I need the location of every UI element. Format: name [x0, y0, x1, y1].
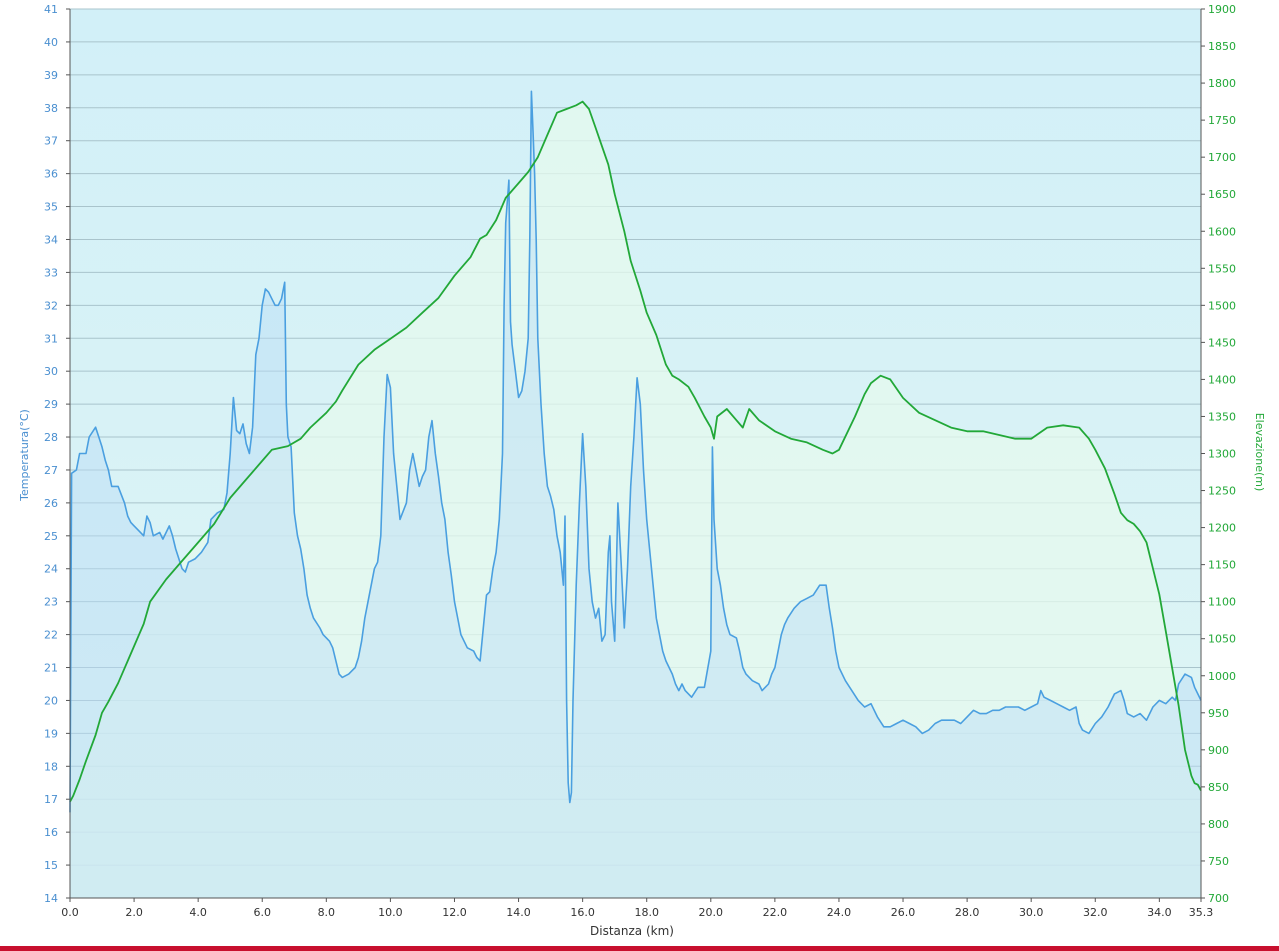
temperature-line [69, 90, 1202, 813]
left-tick-label: 31 [44, 332, 58, 345]
right-tick-label: 1550 [1208, 262, 1236, 275]
right-tick-label: 700 [1208, 892, 1229, 905]
left-tick-label: 16 [44, 826, 58, 839]
right-tick-label: 1500 [1208, 299, 1236, 312]
right-tick-label: 1750 [1208, 114, 1236, 127]
right-tick-label: 1450 [1208, 336, 1236, 349]
x-tick-label: 32.0 [1083, 906, 1108, 919]
right-tick-label: 1400 [1208, 373, 1236, 386]
elevation-series [69, 100, 1202, 803]
left-tick-label: 17 [44, 793, 58, 806]
right-tick-label: 1250 [1208, 485, 1236, 498]
temperature-series [69, 90, 1202, 813]
right-tick-label: 1350 [1208, 410, 1236, 423]
left-tick-label: 29 [44, 398, 58, 411]
right-tick-label: 1200 [1208, 522, 1236, 535]
x-tick-label: 8.0 [318, 906, 336, 919]
x-tick-label: 30.0 [1019, 906, 1044, 919]
left-tick-label: 15 [44, 859, 58, 872]
right-tick-label: 850 [1208, 781, 1229, 794]
x-tick-label: 12.0 [442, 906, 467, 919]
temperature-area-fill [70, 91, 1201, 899]
left-tick-label: 32 [44, 299, 58, 312]
elevation-line [69, 100, 1202, 803]
x-tick-label: 35.3 [1189, 906, 1214, 919]
right-tick-label: 1100 [1208, 596, 1236, 609]
x-axis-label: Distanza (km) [590, 924, 674, 938]
right-tick-label: 1050 [1208, 633, 1236, 646]
temperature-area [70, 91, 1201, 899]
left-tick-label: 19 [44, 727, 58, 740]
left-tick-label: 36 [44, 168, 58, 181]
right-tick-label: 1900 [1208, 3, 1236, 16]
right-tick-label: 1600 [1208, 225, 1236, 238]
x-tick-label: 26.0 [891, 906, 916, 919]
x-tick-label: 28.0 [955, 906, 980, 919]
left-tick-label: 35 [44, 201, 58, 214]
x-tick-label: 16.0 [570, 906, 595, 919]
right-tick-label: 1650 [1208, 188, 1236, 201]
right-tick-label: 1150 [1208, 559, 1236, 572]
x-axis-ticks: 0.0 2.0 4.0 6.0 8.0 10.0 12.0 14.0 16.0 18.0 20.0 2… [61, 898, 1213, 919]
elevation-area-fill [70, 101, 1201, 899]
left-tick-label: 22 [44, 629, 58, 642]
left-axis-label: Temperatura(°C) [18, 409, 31, 502]
left-tick-label: 23 [44, 596, 58, 609]
x-tick-label: 18.0 [634, 906, 659, 919]
right-tick-label: 750 [1208, 855, 1229, 868]
left-tick-label: 33 [44, 266, 58, 279]
x-tick-label: 22.0 [763, 906, 788, 919]
right-axis-label: Elevazione(m) [1253, 413, 1266, 492]
left-tick-label: 18 [44, 760, 58, 773]
x-tick-label: 24.0 [827, 906, 852, 919]
left-axis-ticks: 14 15 16 17 18 19 20 21 22 23 24 25 26 27 28 29 30 31 32 33… [44, 3, 70, 905]
left-tick-label: 25 [44, 530, 58, 543]
left-tick-label: 26 [44, 497, 58, 510]
left-tick-label: 24 [44, 563, 58, 576]
x-tick-label: 0.0 [61, 906, 79, 919]
x-tick-label: 2.0 [125, 906, 143, 919]
right-tick-label: 1850 [1208, 40, 1236, 53]
left-tick-label: 28 [44, 431, 58, 444]
left-tick-label: 38 [44, 102, 58, 115]
x-tick-label: 20.0 [699, 906, 724, 919]
left-tick-label: 37 [44, 135, 58, 148]
left-tick-label: 21 [44, 662, 58, 675]
right-tick-label: 1000 [1208, 670, 1236, 683]
right-tick-label: 1700 [1208, 151, 1236, 164]
x-tick-label: 14.0 [506, 906, 531, 919]
left-tick-label: 34 [44, 233, 58, 246]
right-tick-label: 800 [1208, 818, 1229, 831]
right-tick-label: 900 [1208, 744, 1229, 757]
right-tick-label: 1300 [1208, 448, 1236, 461]
left-tick-label: 14 [44, 892, 58, 905]
x-tick-label: 10.0 [378, 906, 403, 919]
left-tick-label: 27 [44, 464, 58, 477]
x-tick-label: 34.0 [1147, 906, 1172, 919]
elevation-area [70, 101, 1201, 899]
bottom-border [0, 946, 1279, 951]
left-tick-label: 39 [44, 69, 58, 82]
x-tick-label: 6.0 [253, 906, 271, 919]
right-tick-label: 1800 [1208, 77, 1236, 90]
x-tick-label: 4.0 [189, 906, 207, 919]
left-tick-label: 40 [44, 36, 58, 49]
right-tick-label: 950 [1208, 707, 1229, 720]
left-tick-label: 41 [44, 3, 58, 16]
left-tick-label: 20 [44, 694, 58, 707]
right-axis-ticks: 700 750 800 850 900 950 1000 1050 1100 1150 1200 12… [1201, 3, 1236, 905]
left-tick-label: 30 [44, 365, 58, 378]
